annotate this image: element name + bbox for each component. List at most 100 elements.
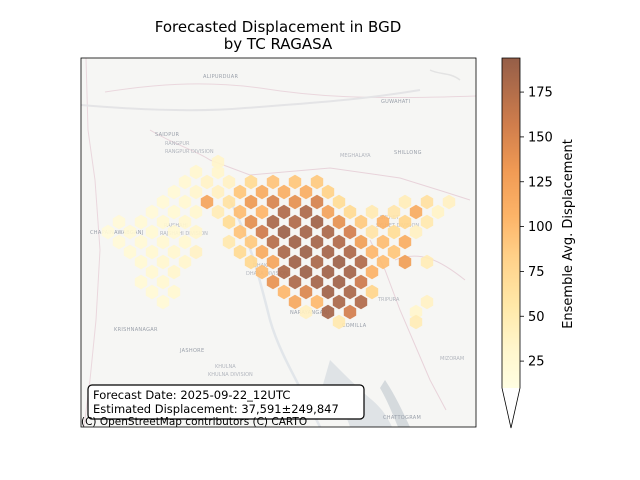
colorbar-tick-label: 75 [528,265,545,280]
hex-cell [299,184,313,200]
hexbin-layer [101,154,456,330]
map-label-krishnanagar: KRISHNANAGAR [114,327,158,333]
hex-cell [310,294,324,310]
hex-cell [299,284,313,300]
hex-cell [211,184,225,200]
hex-cell [310,214,324,230]
hex-cell [233,204,247,220]
hex-cell [376,214,390,230]
map-label-jashore: JASHORE [179,348,204,354]
hex-cell [343,264,357,280]
bay-water [380,380,410,427]
hex-cell [354,254,368,270]
hex-cell [409,224,423,240]
hex-cell [277,224,291,240]
hex-cell [321,184,335,200]
hex-cell [310,174,324,190]
hex-cell [145,204,159,220]
hex-cell [266,254,280,270]
hex-cell [200,174,214,190]
hex-cell [288,254,302,270]
map-label-chattogram: CHATTOGRAM [383,415,421,421]
hex-cell [233,244,247,260]
hex-cell [123,224,137,240]
info-box [87,384,365,420]
hex-cell [266,214,280,230]
map-label-chapainawabganj: CHAPAINAWABGANJ [90,230,144,236]
hex-cell [244,174,258,190]
map-label-khulna: KHULNA [215,364,236,370]
hex-cell [211,204,225,220]
hex-cell [354,234,368,250]
map-label-rajshahi-division: RAJSHAHI DIVISION [160,231,208,237]
hex-cell [222,174,236,190]
hex-cell [288,234,302,250]
hex-cell [277,264,291,280]
hex-cell [266,274,280,290]
hex-cell [178,254,192,270]
hex-cell [420,254,434,270]
hex-cell [343,244,357,260]
map-label-khulna-division: KHULNA DIVISION [208,372,253,378]
map-frame [80,57,477,428]
hex-cell [222,214,236,230]
hex-cell [409,304,423,320]
map-label-guwahati: GUWAHATI [381,99,410,105]
hex-cell [244,214,258,230]
colorbar-tick-label: 100 [528,220,553,235]
hex-cell [255,224,269,240]
hex-cell [332,314,346,330]
hex-cell [211,154,225,170]
hex-cell [156,294,170,310]
hex-cell [365,264,379,280]
hex-cell [288,214,302,230]
hex-cell [299,264,313,280]
hex-cell [112,214,126,230]
hex-cell [288,274,302,290]
hex-cell [420,194,434,210]
hex-cell [222,194,236,210]
forecast-date-text: Forecast Date: 2025-09-22_12UTC [93,388,290,402]
colorbar-label: Ensemble Avg. Displacement [561,139,576,329]
hex-cell [332,214,346,230]
hex-cell [398,254,412,270]
colorbar-gradient-bar [502,58,520,388]
hex-cell [354,294,368,310]
hex-cell [299,204,313,220]
hex-cell [255,264,269,280]
hex-cell [420,294,434,310]
hex-cell [321,204,335,220]
hex-cell [310,274,324,290]
hex-cell [343,304,357,320]
hex-cell [134,234,148,250]
hex-cell [387,204,401,220]
hex-cell [321,284,335,300]
hex-cell [365,284,379,300]
hex-cell [431,204,445,220]
hex-cell [310,194,324,210]
chart-title-line2: by TC RAGASA [224,35,333,53]
hex-cell [299,304,313,320]
hex-cell [189,204,203,220]
map-label-alipurduar: ALIPURDUAR [203,74,238,80]
hex-cell [376,234,390,250]
hex-cell [145,264,159,280]
hex-cell [277,244,291,260]
hex-cell [156,254,170,270]
hex-cell [354,274,368,290]
hex-cell [156,274,170,290]
hex-cell [354,214,368,230]
hex-cell [398,214,412,230]
hex-cell [244,254,258,270]
hex-cell [211,164,225,180]
hex-cell [244,234,258,250]
basemap: ALIPURDUAR GUWAHATI SAIDPUR RANGPUR RANG… [81,58,476,427]
map-label-saidpur: SAIDPUR [155,132,179,138]
hex-cell [134,254,148,270]
hex-cell [112,234,126,250]
map-label-comilla: COMILLA [342,323,367,329]
hex-cell [420,214,434,230]
hex-cell [266,174,280,190]
hex-cell [178,214,192,230]
hex-cell [409,314,423,330]
